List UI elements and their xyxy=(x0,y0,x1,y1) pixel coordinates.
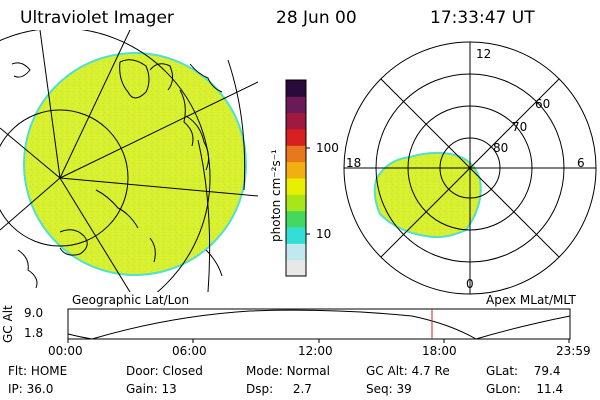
altitude-curve xyxy=(67,309,571,340)
flt-label: Flt: xyxy=(8,364,27,378)
dsp-label: Dsp: xyxy=(246,382,274,396)
colorbar-band xyxy=(286,161,306,179)
gcalt-label: GC Alt: xyxy=(366,364,408,378)
coastlines xyxy=(11,59,223,289)
time-tick-label: 18:00 xyxy=(422,344,457,358)
colorbar-band xyxy=(286,243,306,261)
door-value: Closed xyxy=(162,364,203,378)
gcalt-value: 4.7 Re xyxy=(411,364,450,378)
door-label: Door: xyxy=(126,364,159,378)
altitude-tick-label: 1.8 xyxy=(24,326,44,340)
map-arc xyxy=(227,59,246,191)
gain-value: 13 xyxy=(161,382,177,396)
mlt-label-18: 18 xyxy=(346,156,362,170)
glat-label: GLat: xyxy=(486,364,519,378)
colorbar-band xyxy=(286,227,306,244)
auroral-oval xyxy=(373,151,482,239)
polar-plot-caption: Apex MLat/MLT xyxy=(486,293,576,307)
colorbar-band xyxy=(286,194,306,212)
status-dsp: Dsp: 2.7 xyxy=(246,382,312,396)
meridian-line xyxy=(59,81,258,179)
altitude-frame xyxy=(67,308,571,340)
geographic-map xyxy=(0,30,258,292)
altitude-timeline xyxy=(67,308,571,343)
time-tick-label: 12:00 xyxy=(298,344,333,358)
map-arc xyxy=(197,139,211,292)
meridian-line xyxy=(0,177,61,231)
altitude-axis-title: GC Alt xyxy=(1,305,15,343)
status-door: Door: Closed xyxy=(126,364,203,378)
colorbar-band xyxy=(286,112,306,130)
glon-label: GLon: xyxy=(486,382,521,396)
mlat-label-80: 80 xyxy=(493,141,509,155)
mode-value: Normal xyxy=(286,364,330,378)
ip-label: IP: xyxy=(8,382,23,396)
flt-value: HOME xyxy=(30,364,68,378)
ip-value: 36.0 xyxy=(26,382,54,396)
mlt-label-6: 6 xyxy=(577,156,585,170)
observation-date: 28 Jun 00 xyxy=(276,8,357,28)
mlt-label-0: 0 xyxy=(466,277,474,291)
colorbar xyxy=(285,79,310,277)
seq-label: Seq: xyxy=(366,382,393,396)
latitude-circle xyxy=(0,30,211,292)
instrument-title: Ultraviolet Imager xyxy=(20,8,174,28)
colorbar-band xyxy=(286,129,306,146)
colorbar-band xyxy=(286,145,306,163)
colorbar-frame xyxy=(285,79,307,277)
latitude-circle xyxy=(0,109,129,247)
status-gcalt: GC Alt: 4.7 Re xyxy=(366,364,450,378)
seq-value: 39 xyxy=(396,382,412,396)
meridian-line xyxy=(39,30,61,179)
glon-value: 11.4 xyxy=(536,382,564,396)
colorbar-unit-label: photon cm⁻²s⁻¹ xyxy=(269,149,283,242)
status-gain: Gain: 13 xyxy=(126,382,177,396)
dsp-value: 2.7 xyxy=(292,382,312,396)
meridian-line xyxy=(59,177,258,197)
status-glon: GLon: 11.4 xyxy=(486,382,563,396)
mlat-label-70: 70 xyxy=(512,120,528,134)
time-tick-label: 23:59 xyxy=(556,344,591,358)
status-mode: Mode: Normal xyxy=(246,364,330,378)
colorbar-tick-label: 100 xyxy=(316,141,339,155)
status-seq: Seq: 39 xyxy=(366,382,412,396)
polar-plot xyxy=(343,41,597,295)
mlat-label-60: 60 xyxy=(535,97,551,111)
mode-label: Mode: xyxy=(246,364,283,378)
altitude-tick-label: 9.0 xyxy=(24,306,44,320)
time-tick-label: 00:00 xyxy=(48,344,83,358)
polar-meridian xyxy=(380,78,560,258)
colorbar-tick-label: 10 xyxy=(316,227,332,241)
geo-map-caption: Geographic Lat/Lon xyxy=(72,293,190,307)
status-glat: GLat: 79.4 xyxy=(486,364,560,378)
status-flt: Flt: HOME xyxy=(8,364,67,378)
status-ip: IP: 36.0 xyxy=(8,382,53,396)
meridian-line xyxy=(59,177,131,292)
gain-label: Gain: xyxy=(126,382,158,396)
colorbar-band xyxy=(286,178,306,195)
mlt-label-12: 12 xyxy=(476,47,492,61)
meridian-line xyxy=(59,30,131,179)
colorbar-band xyxy=(286,210,306,228)
observation-time: 17:33:47 UT xyxy=(430,8,535,28)
time-tick-label: 06:00 xyxy=(172,344,207,358)
meridian-line xyxy=(0,127,61,179)
auroral-disk xyxy=(23,52,247,276)
colorbar-band xyxy=(286,80,306,97)
glat-value: 79.4 xyxy=(533,364,561,378)
colorbar-band xyxy=(286,96,306,114)
colorbar-band xyxy=(286,259,306,277)
